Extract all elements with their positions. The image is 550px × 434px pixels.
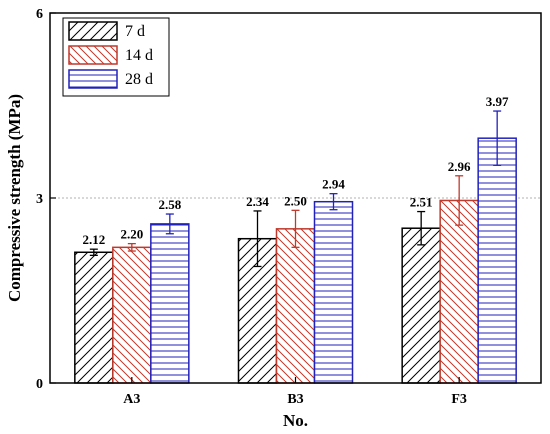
y-tick-label: 0 bbox=[36, 377, 43, 392]
data-label: 2.20 bbox=[120, 227, 143, 242]
data-labels: 2.12 2.20 2.58 2.34 2.50 2.94 2.51 2.96 3.97 bbox=[82, 94, 509, 247]
data-label: 2.96 bbox=[448, 159, 471, 174]
x-axis-ticks: A3 B3 F3 bbox=[123, 377, 467, 407]
legend-swatch bbox=[68, 21, 118, 41]
bars bbox=[74, 137, 517, 384]
bar-a3-7d bbox=[74, 251, 114, 384]
x-tick-label-b3: B3 bbox=[287, 392, 303, 407]
legend-swatch bbox=[68, 69, 118, 89]
x-tick-label-a3: A3 bbox=[123, 392, 140, 407]
legend-label: 7 d bbox=[125, 23, 145, 40]
data-label: 2.50 bbox=[284, 193, 307, 208]
bar-f3-28d bbox=[477, 137, 517, 384]
bar-a3-14d bbox=[112, 246, 152, 384]
y-tick-label: 6 bbox=[36, 7, 43, 22]
x-tick-label-f3: F3 bbox=[451, 392, 467, 407]
legend: 7 d 14 d 28 d bbox=[62, 17, 170, 97]
data-label: 2.34 bbox=[246, 194, 269, 209]
bar-a3-28d bbox=[150, 223, 190, 384]
data-label: 3.97 bbox=[486, 94, 509, 109]
x-axis-title: No. bbox=[283, 411, 308, 430]
bar-f3-14d bbox=[439, 199, 479, 384]
legend-label: 28 d bbox=[125, 71, 153, 88]
y-axis-ticks: 0 3 6 bbox=[36, 7, 56, 392]
legend-label: 14 d bbox=[125, 47, 153, 64]
data-label: 2.51 bbox=[410, 195, 433, 210]
data-label: 2.12 bbox=[82, 232, 105, 247]
legend-swatch bbox=[68, 45, 118, 65]
bar-f3-7d bbox=[401, 227, 441, 384]
bar-b3-28d bbox=[313, 200, 354, 384]
error-bars bbox=[89, 110, 502, 268]
data-label: 2.94 bbox=[322, 177, 345, 192]
data-label: 2.58 bbox=[158, 197, 181, 212]
y-tick-label: 3 bbox=[36, 192, 43, 207]
bar-b3-14d bbox=[275, 228, 316, 384]
y-axis-title: Compressive strength (MPa) bbox=[5, 94, 24, 302]
